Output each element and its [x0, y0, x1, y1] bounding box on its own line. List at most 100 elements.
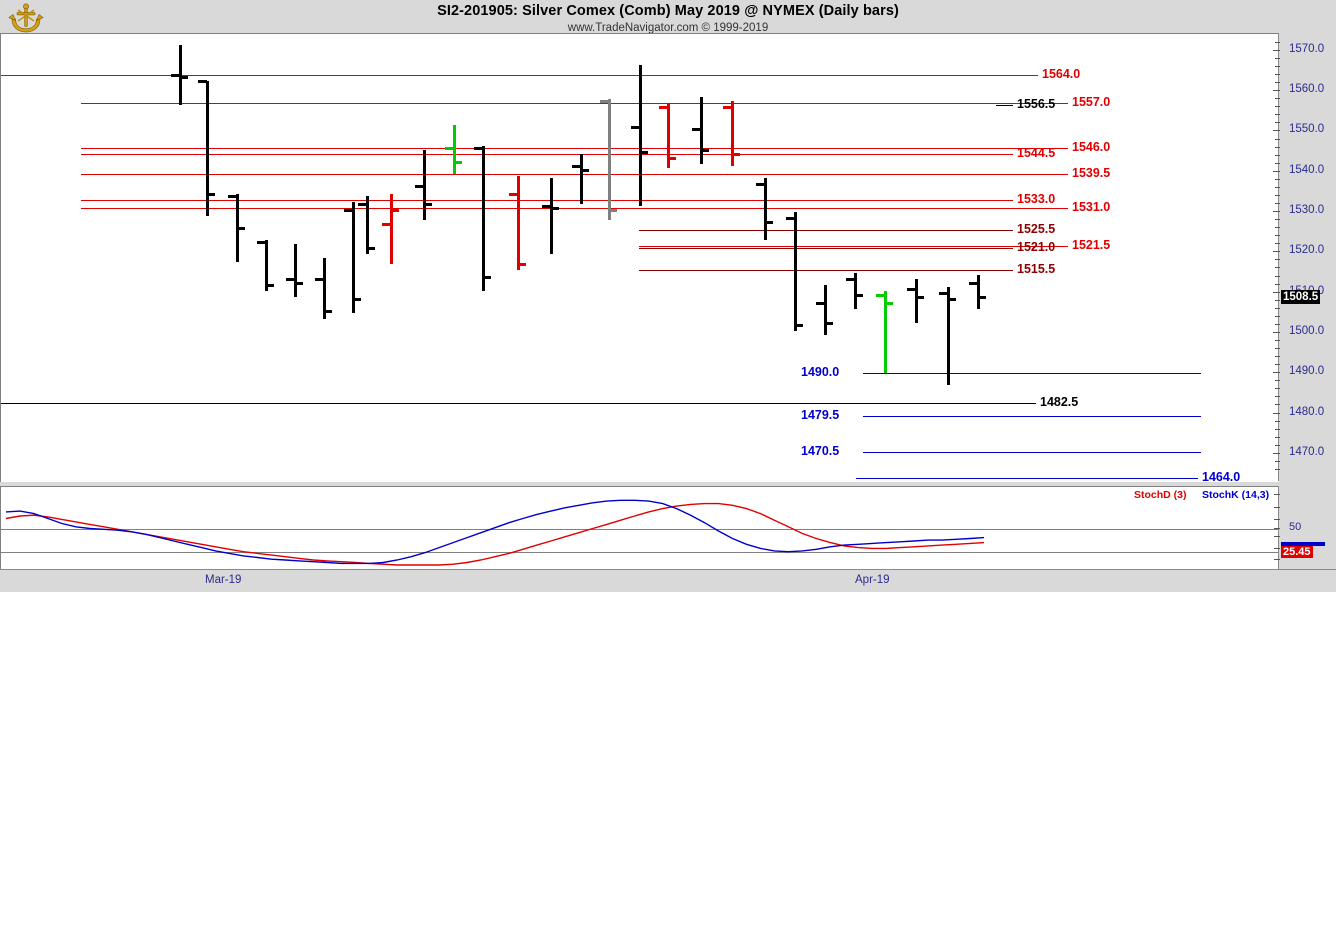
ohlc-bar[interactable] — [445, 125, 462, 174]
ohlc-bar[interactable] — [846, 272, 863, 309]
stochastic-line — [5, 502, 985, 566]
ohlc-open-tick — [228, 194, 237, 198]
ohlc-range — [366, 195, 369, 255]
ohlc-range — [700, 97, 703, 164]
indicator-axis-tick — [1274, 506, 1280, 508]
indicator-pane[interactable]: StochD (3) StochK (14,3) — [0, 486, 1279, 570]
stochastic-plot-area[interactable]: StochD (3) StochK (14,3) — [1, 487, 1279, 935]
axis-minor-tick — [1275, 74, 1280, 76]
ohlc-close-tick — [947, 297, 956, 301]
ohlc-bar[interactable] — [358, 195, 375, 255]
ohlc-bar[interactable] — [315, 258, 332, 319]
axis-minor-tick — [1275, 283, 1280, 285]
price-level-line[interactable] — [639, 230, 1013, 232]
price-level-line[interactable] — [863, 373, 1201, 375]
axis-tick — [1273, 130, 1280, 132]
ohlc-range — [884, 290, 887, 374]
ohlc-bar[interactable] — [659, 103, 676, 168]
price-level-line[interactable] — [81, 147, 1068, 149]
price-level-line[interactable] — [639, 248, 1013, 250]
price-level-line[interactable] — [81, 173, 1068, 175]
ohlc-range — [550, 177, 553, 255]
ohlc-open-tick — [692, 128, 701, 132]
axis-minor-tick — [1275, 154, 1280, 156]
ohlc-bar[interactable] — [257, 240, 274, 291]
ohlc-bar[interactable] — [572, 153, 589, 204]
indicator-axis-tick — [1274, 535, 1280, 537]
date-axis[interactable]: Mar-19 Apr-19 — [0, 569, 1336, 592]
price-level-line[interactable] — [996, 105, 1013, 107]
price-level-line[interactable] — [81, 103, 1068, 105]
ohlc-bar[interactable] — [723, 101, 740, 166]
ohlc-bar[interactable] — [286, 244, 303, 297]
stochastic-line — [5, 499, 985, 565]
axis-minor-tick — [1275, 219, 1280, 221]
ohlc-bar[interactable] — [474, 145, 491, 291]
ohlc-bar[interactable] — [692, 97, 709, 164]
ohlc-bar[interactable] — [600, 99, 617, 221]
price-plot-area[interactable]: 1564.0 1557.0 1556.5 1546.0 1544.5 1539.5 1533… — [1, 34, 1279, 482]
ohlc-range — [265, 240, 268, 291]
price-level-line[interactable] — [863, 451, 1201, 453]
axis-minor-tick — [1275, 259, 1280, 261]
price-level-line[interactable] — [1, 403, 1036, 405]
price-level-line[interactable] — [81, 153, 1013, 155]
ohlc-bar[interactable] — [939, 286, 956, 386]
ohlc-range — [517, 175, 520, 271]
trade-navigator-chart-window: SI2-201905: Silver Comex (Comb) May 2019… — [0, 0, 1336, 592]
price-level-line[interactable] — [1, 75, 1038, 77]
axis-minor-tick — [1275, 243, 1280, 245]
axis-minor-tick — [1275, 194, 1280, 196]
ohlc-close-tick — [700, 148, 709, 152]
ohlc-range — [731, 101, 734, 166]
ohlc-bar[interactable] — [969, 274, 986, 309]
indicator-legend-item[interactable]: StochD (3) — [1134, 489, 1187, 501]
ohlc-bar[interactable] — [509, 175, 526, 271]
ohlc-bar[interactable] — [756, 177, 773, 241]
ohlc-bar[interactable] — [415, 149, 432, 221]
ohlc-bar[interactable] — [542, 177, 559, 255]
indicator-legend-item[interactable]: StochK (14,3) — [1202, 489, 1270, 501]
ohlc-bar[interactable] — [228, 193, 245, 263]
axis-tick — [1273, 452, 1280, 454]
ohlc-range — [824, 284, 827, 335]
ohlc-range — [639, 65, 642, 207]
ohlc-close-tick — [517, 263, 526, 267]
ohlc-bar[interactable] — [198, 80, 215, 217]
ohlc-open-tick — [907, 287, 916, 291]
price-axis[interactable]: 1570.01560.01550.01540.01530.01520.01510… — [1273, 33, 1336, 481]
page-title: SI2-201905: Silver Comex (Comb) May 2019… — [437, 3, 899, 19]
axis-minor-tick — [1275, 114, 1280, 116]
ohlc-bar[interactable] — [631, 65, 648, 207]
ohlc-bar[interactable] — [382, 193, 399, 265]
ohlc-close-tick — [731, 152, 740, 156]
ohlc-close-tick — [482, 275, 491, 279]
axis-minor-tick — [1275, 460, 1280, 462]
price-level-line[interactable] — [81, 208, 1068, 210]
price-level-line[interactable] — [863, 415, 1201, 417]
axis-minor-tick — [1275, 364, 1280, 366]
indicator-last-value-marker: 25.45 — [1281, 546, 1313, 559]
price-level-line[interactable] — [81, 199, 1013, 201]
ohlc-bar[interactable] — [786, 212, 803, 331]
price-level-line[interactable] — [639, 246, 1068, 248]
ohlc-bar[interactable] — [876, 290, 893, 374]
ohlc-bar[interactable] — [907, 278, 924, 323]
ohlc-bar[interactable] — [344, 202, 361, 313]
price-level-line[interactable] — [856, 477, 1198, 479]
price-level-line[interactable] — [639, 270, 1013, 272]
ohlc-bar[interactable] — [171, 44, 188, 106]
ohlc-bar[interactable] — [816, 284, 833, 335]
ohlc-open-tick — [969, 281, 978, 285]
ohlc-range — [947, 286, 950, 386]
axis-minor-tick — [1275, 299, 1280, 301]
ohlc-open-tick — [415, 184, 424, 188]
ohlc-open-tick — [286, 277, 295, 281]
ohlc-open-tick — [723, 106, 732, 110]
price-pane[interactable]: 1564.0 1557.0 1556.5 1546.0 1544.5 1539.5 1533… — [0, 33, 1279, 514]
indicator-axis[interactable]: 50 25.45 — [1274, 486, 1336, 569]
ohlc-open-tick — [756, 182, 765, 186]
axis-tick — [1273, 90, 1280, 92]
ohlc-close-tick — [323, 309, 332, 313]
ohlc-range — [482, 145, 485, 291]
